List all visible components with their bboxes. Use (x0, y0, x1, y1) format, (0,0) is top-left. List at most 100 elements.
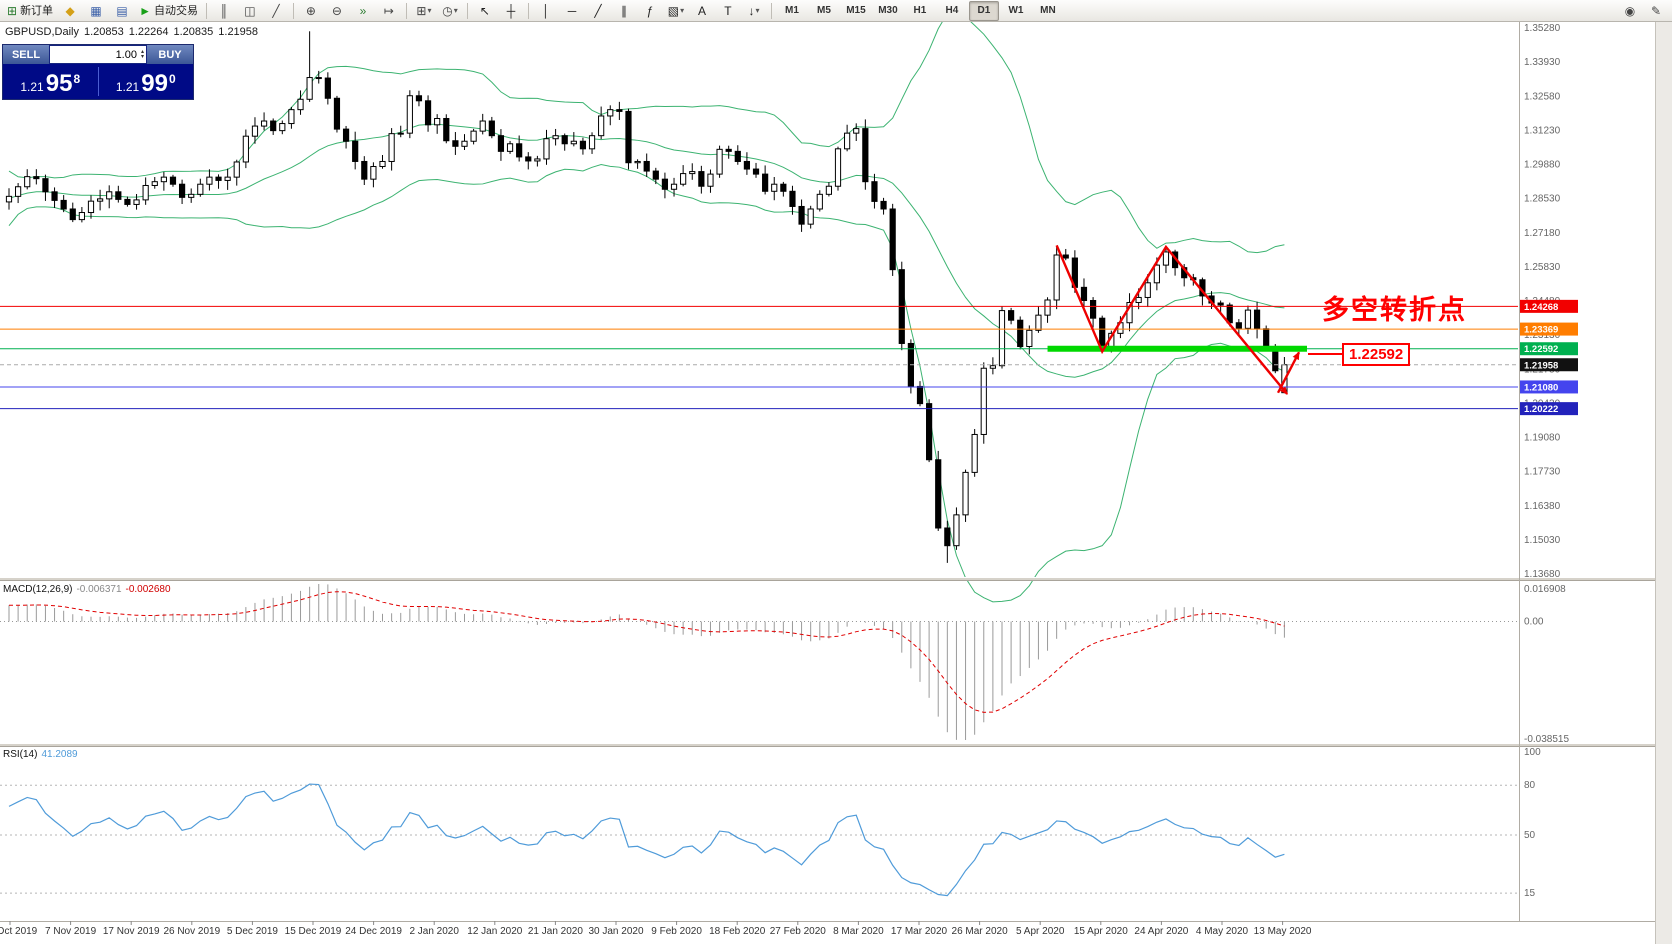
svg-text:1.21080: 1.21080 (1524, 382, 1558, 393)
profiles-button[interactable]: ◷ ▾ (438, 1, 462, 21)
one-click-top-row: SELL 1.00 ▴ ▾ BUY (3, 45, 193, 64)
buy-price-main: 1.21 (115, 80, 140, 94)
svg-text:18 Feb 2020: 18 Feb 2020 (709, 926, 766, 937)
right-scroll-strip[interactable] (1655, 22, 1672, 944)
svg-text:5 Dec 2019: 5 Dec 2019 (227, 926, 279, 937)
toolbar-separator (292, 2, 294, 19)
auto-scroll-button[interactable]: » (351, 1, 375, 21)
bar-chart-button[interactable]: ║ (212, 1, 236, 21)
svg-text:1.13680: 1.13680 (1524, 569, 1561, 580)
zoom-out-button[interactable]: ⊖ (325, 1, 349, 21)
svg-text:1.28530: 1.28530 (1524, 194, 1561, 205)
zoom-in-button[interactable]: ⊕ (299, 1, 323, 21)
svg-text:1.22592: 1.22592 (1524, 344, 1558, 355)
svg-text:30 Jan 2020: 30 Jan 2020 (588, 926, 643, 937)
macd-signal-value: -0.002680 (125, 584, 171, 595)
sell-button[interactable]: SELL (3, 45, 49, 64)
buy-price[interactable]: 1.21 99 0 (99, 64, 194, 99)
svg-text:1.29880: 1.29880 (1524, 160, 1561, 171)
candlestick-chart-button[interactable]: ◫ (238, 1, 262, 21)
timeframe-h1[interactable]: H1 (905, 1, 935, 21)
text-button[interactable]: A (690, 1, 714, 21)
timeframe-m5-label: M5 (817, 4, 831, 16)
line-chart-button[interactable]: ╱ (264, 1, 288, 21)
timeframe-m30-label: M30 (878, 4, 898, 16)
text-label-button[interactable]: T (716, 1, 740, 21)
chart-shift-icon: ↦ (383, 3, 394, 18)
new-order-button[interactable]: ⊞ 新订单 (4, 1, 56, 21)
toolbar-separator (405, 2, 407, 19)
crosshair-button[interactable]: ┼ (499, 1, 523, 21)
horizontal-line-objects[interactable]: 1.24268 1.23369 1.22592 1.21080 1.20222 1.219… (0, 299, 1578, 416)
svg-text:8 Mar 2020: 8 Mar 2020 (833, 926, 884, 937)
sell-price-sup: 8 (73, 72, 81, 86)
svg-text:100: 100 (1524, 747, 1541, 758)
new-order-button-label: 新订单 (20, 4, 54, 17)
channel-button[interactable]: ∥ (612, 1, 636, 21)
svg-text:12 Jan 2020: 12 Jan 2020 (467, 926, 522, 937)
timeframe-m5[interactable]: M5 (809, 1, 839, 21)
chart-shift-button[interactable]: ↦ (377, 1, 401, 21)
search-button[interactable]: ◉ (1618, 1, 1642, 21)
ohlc-high: 1.22264 (128, 26, 169, 38)
autotrading-button[interactable]: ► 自动交易 (136, 1, 201, 21)
timeframe-d1[interactable]: D1 (968, 0, 999, 21)
cursor-button[interactable]: ↖ (473, 1, 497, 21)
buy-price-big: 99 (141, 70, 168, 97)
shapes-button[interactable]: ▧ ▾ (664, 1, 688, 21)
timeframe-m15[interactable]: M15 (841, 1, 871, 21)
bar-chart-icon: ║ (219, 3, 229, 18)
arrows-icon: ↓ (748, 3, 755, 18)
timeframe-w1[interactable]: W1 (1001, 1, 1031, 21)
timeframe-h4[interactable]: H4 (937, 1, 967, 21)
svg-text:0.00: 0.00 (1524, 617, 1544, 628)
support-price-label[interactable]: 1.22592 (1342, 343, 1411, 366)
svg-text:27 Feb 2020: 27 Feb 2020 (770, 926, 827, 937)
timeframe-h4-label: H4 (945, 4, 959, 16)
quick-trade-icon[interactable]: ◆ (58, 1, 82, 21)
sell-price[interactable]: 1.21 95 8 (3, 64, 98, 99)
zoom-out-icon: ⊖ (331, 3, 342, 18)
bounce-arrow[interactable] (1276, 351, 1301, 394)
rsi-label: RSI(14) 41.2089 (3, 749, 82, 760)
svg-text:26 Nov 2019: 26 Nov 2019 (163, 926, 220, 937)
timeframe-m1[interactable]: M1 (777, 1, 807, 21)
market-watch-button[interactable]: ▦ (84, 1, 108, 21)
timeframe-mn[interactable]: MN (1033, 1, 1063, 21)
profiles-icon: ◷ (442, 3, 453, 18)
navigator-button[interactable]: ▤ (110, 1, 134, 21)
new-chart-button[interactable]: ⊞ ▾ (412, 1, 436, 21)
svg-text:24 Dec 2019: 24 Dec 2019 (345, 926, 402, 937)
rsi-value: 41.2089 (41, 749, 78, 760)
timeframe-d1-label: D1 (977, 4, 991, 16)
timeframe-m30[interactable]: M30 (873, 1, 903, 21)
volume-input[interactable]: 1.00 ▴ ▾ (50, 46, 146, 63)
zigzag-annotation[interactable] (1055, 244, 1289, 395)
vertical-line-button[interactable]: │ (534, 1, 558, 21)
turning-point-annotation[interactable]: 多空转折点 (1322, 295, 1467, 325)
svg-text:1.23369: 1.23369 (1524, 325, 1558, 336)
svg-text:13 May 2020: 13 May 2020 (1254, 926, 1312, 937)
arrows-button[interactable]: ↓ ▾ (742, 1, 766, 21)
edit-icon: ✎ (1650, 3, 1662, 18)
vertical-line-icon: │ (542, 3, 550, 18)
timeframe-m1-label: M1 (785, 4, 799, 16)
auto-scroll-icon: » (359, 3, 367, 18)
svg-text:1.32580: 1.32580 (1524, 91, 1561, 102)
edit-button[interactable]: ✎ (1644, 1, 1668, 21)
timeframe-mn-label: MN (1040, 4, 1056, 16)
text-icon: A (697, 3, 706, 18)
toolbar-separator (205, 2, 207, 19)
fibonacci-button[interactable]: ƒ (638, 1, 662, 21)
dropdown-arrow-icon: ▾ (427, 5, 432, 15)
buy-button[interactable]: BUY (147, 45, 193, 64)
svg-text:-0.038515: -0.038515 (1524, 734, 1569, 745)
volume-stepper[interactable]: ▴ ▾ (140, 48, 144, 60)
stepper-down-icon[interactable]: ▾ (140, 53, 144, 60)
macd-value: -0.006371 (76, 584, 122, 595)
svg-text:50: 50 (1524, 830, 1536, 841)
stepper-up-icon[interactable]: ▴ (140, 48, 144, 55)
horizontal-line-button[interactable]: ─ (560, 1, 584, 21)
trendline-button[interactable]: ╱ (586, 1, 610, 21)
